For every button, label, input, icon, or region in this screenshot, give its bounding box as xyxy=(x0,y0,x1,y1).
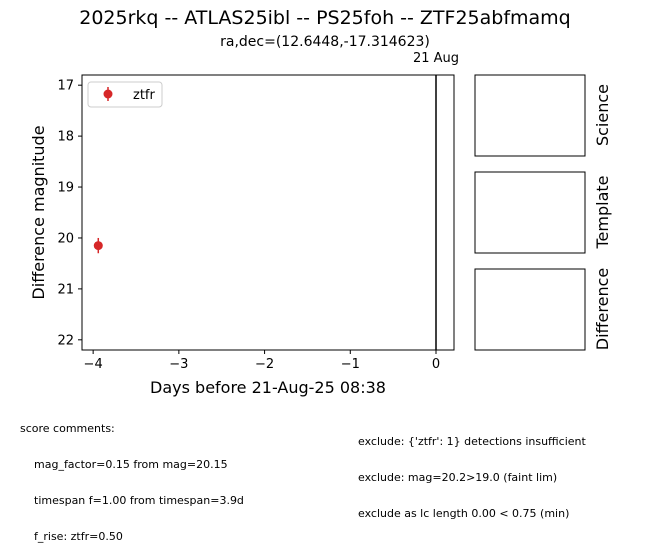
chart-subtitle: ra,dec=(12.6448,-17.314623) xyxy=(220,34,430,50)
reference-line-label: 21 Aug xyxy=(413,51,459,66)
score-comment-line: timespan f=1.00 from timespan=3.9d xyxy=(34,494,244,507)
cutout-template-panel xyxy=(474,171,586,254)
exclude-comment-line: exclude as lc length 0.00 < 0.75 (min) xyxy=(358,507,570,520)
cutout-template-label: Template xyxy=(593,175,612,249)
x-tick-label: −1 xyxy=(341,357,360,372)
score-comment-line: f_rise: ztfr=0.50 xyxy=(34,530,123,543)
x-tick-label: −3 xyxy=(169,357,188,372)
legend-marker-ztfr xyxy=(103,89,113,99)
cutout-difference-panel xyxy=(474,268,586,351)
y-tick-label: 22 xyxy=(57,333,74,348)
cutout-panels: Science Template Difference xyxy=(474,74,612,351)
y-axis-label: Difference magnitude xyxy=(29,125,48,299)
legend-label-ztfr: ztfr xyxy=(133,88,155,103)
legend-box xyxy=(87,81,163,108)
cutout-science-panel xyxy=(474,74,586,157)
x-axis-ticks: −4 −3 −2 −1 0 xyxy=(84,350,440,372)
x-axis-label: Days before 21-Aug-25 08:38 xyxy=(150,378,386,397)
score-comments-right: exclude: {'ztfr': 1} detections insuffic… xyxy=(358,412,586,532)
exclude-comment-line: exclude: {'ztfr': 1} detections insuffic… xyxy=(358,435,586,448)
x-tick-label: 0 xyxy=(432,357,440,372)
y-tick-label: 18 xyxy=(57,130,74,145)
score-comments-left: score comments: mag_factor=0.15 from mag… xyxy=(20,399,244,555)
legend: ztfr xyxy=(87,81,163,108)
y-tick-label: 21 xyxy=(57,282,74,297)
chart-title: 2025rkq -- ATLAS25ibl -- PS25foh -- ZTF2… xyxy=(79,7,571,29)
y-tick-label: 19 xyxy=(57,181,74,196)
light-curve-chart: −4 −3 −2 −1 0 17 18 19 20 21 22 21 Aug Days befor… xyxy=(29,51,612,397)
cutout-difference-label: Difference xyxy=(593,268,612,350)
x-tick-label: −2 xyxy=(255,357,274,372)
data-point-ztfr xyxy=(93,241,103,251)
score-comment-line: mag_factor=0.15 from mag=20.15 xyxy=(34,458,228,471)
y-tick-label: 20 xyxy=(57,231,74,246)
cutout-science-label: Science xyxy=(593,84,612,146)
data-marks xyxy=(93,237,103,254)
y-axis-ticks: 17 18 19 20 21 22 xyxy=(57,79,82,348)
x-tick-label: −4 xyxy=(84,357,103,372)
y-tick-label: 17 xyxy=(57,79,74,94)
score-comments-heading: score comments: xyxy=(20,422,115,435)
exclude-comment-line: exclude: mag=20.2>19.0 (faint lim) xyxy=(358,471,558,484)
plot-frame xyxy=(81,74,455,351)
